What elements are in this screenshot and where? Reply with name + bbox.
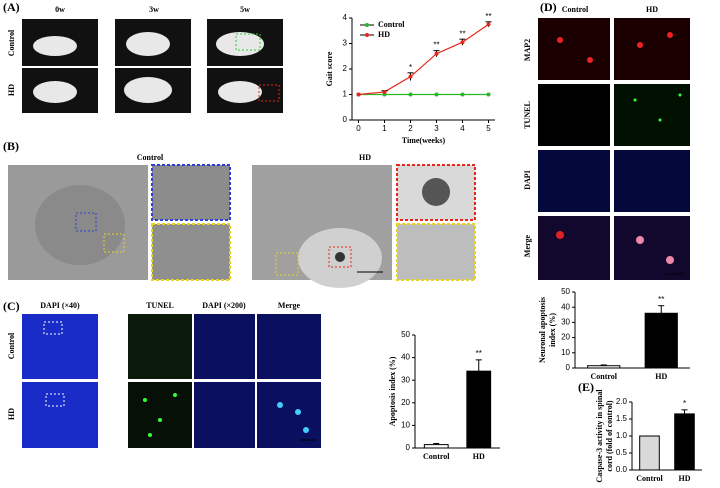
significance: **: [658, 295, 664, 304]
y-tick-label: 1: [343, 90, 348, 99]
y-tick-label: 50: [401, 330, 410, 339]
bar: [587, 365, 621, 369]
row-header: DAPI: [523, 170, 532, 190]
point: [382, 89, 387, 94]
column-header: Control: [137, 153, 164, 162]
y-tick-label: 50: [561, 287, 570, 296]
y-tick-label: 1.0: [616, 431, 628, 440]
point: [486, 92, 491, 97]
column-header: 5w: [240, 5, 250, 14]
column-header: 0w: [55, 5, 65, 14]
x-tick-label: 5: [486, 124, 491, 133]
y-tick-label: 4: [343, 13, 348, 22]
point: [408, 92, 413, 97]
y-axis-label: index (%): [548, 313, 557, 347]
y-axis-label: Caspase-3 activity in spinal: [595, 389, 604, 483]
point: [408, 74, 413, 79]
bar: [639, 435, 660, 471]
row-header: TUNEL: [523, 101, 532, 129]
y-tick-label: 0.5: [616, 448, 628, 457]
legend-label: Control: [378, 20, 405, 29]
column-header: Control: [562, 5, 589, 14]
significance: *: [409, 63, 412, 72]
x-tick-label: Control: [590, 372, 617, 381]
y-tick-label: 0: [343, 115, 348, 124]
row-header: HD: [7, 84, 16, 96]
legend-marker: [365, 33, 369, 37]
panel-label: (B): [3, 139, 19, 153]
em-images: [8, 164, 476, 288]
significance: **: [476, 349, 482, 358]
column-header: DAPI (×40): [40, 301, 80, 310]
y-tick-label: 2.0: [616, 397, 628, 406]
y-axis-label: Gait score: [325, 51, 334, 86]
x-axis-label: Time(weeks): [402, 136, 446, 145]
x-tick-label: 0: [356, 124, 361, 133]
significance: *: [683, 399, 686, 408]
y-tick-label: 1.5: [616, 414, 628, 423]
legend-marker: [365, 23, 369, 27]
y-tick-label: 40: [561, 302, 570, 311]
x-tick-label: 3: [434, 124, 439, 133]
row-header: Control: [7, 332, 16, 359]
significance: **: [485, 12, 491, 21]
row-header: MAP2: [523, 39, 532, 61]
x-tick-label: HD: [679, 474, 691, 483]
point: [486, 22, 491, 27]
point: [356, 92, 361, 97]
panel-label: (A): [3, 0, 20, 14]
row-header: Control: [7, 29, 16, 56]
x-tick-label: HD: [655, 372, 667, 381]
rat-photos: [22, 19, 283, 113]
x-tick-label: HD: [473, 452, 485, 461]
y-tick-label: 10: [561, 348, 570, 357]
y-tick-label: 0.0: [616, 465, 628, 474]
column-header: TUNEL: [146, 301, 174, 310]
significance: **: [459, 29, 465, 38]
point: [434, 51, 439, 56]
column-header: HD: [646, 5, 658, 14]
y-tick-label: 30: [561, 318, 570, 327]
x-tick-label: 2: [408, 124, 413, 133]
legend-label: HD: [378, 30, 390, 39]
point: [434, 92, 439, 97]
x-tick-label: Control: [423, 452, 450, 461]
y-tick-label: 0: [406, 443, 411, 452]
column-header: DAPI (×200): [202, 301, 246, 310]
bar: [674, 413, 695, 471]
fluorescence-images: [538, 18, 690, 280]
panel-label: (D): [540, 0, 557, 14]
point: [460, 92, 465, 97]
fluorescence-images: [22, 314, 321, 448]
significance: **: [433, 41, 439, 50]
y-axis-label: Apoptosis index (%): [388, 356, 397, 426]
y-tick-label: 40: [401, 353, 410, 362]
y-tick-label: 3: [343, 39, 348, 48]
row-header: HD: [7, 408, 16, 420]
bar: [466, 370, 492, 449]
bar: [423, 444, 449, 449]
series-line: [358, 23, 489, 96]
x-tick-label: 1: [382, 124, 387, 133]
column-header: Merge: [278, 301, 301, 310]
x-tick-label: Control: [636, 474, 663, 483]
y-tick-label: 20: [561, 333, 570, 342]
panel-label: (E): [578, 380, 594, 394]
y-tick-label: 30: [401, 375, 410, 384]
y-tick-label: 20: [401, 398, 410, 407]
y-tick-label: 10: [401, 421, 410, 430]
row-header: Merge: [523, 234, 532, 257]
y-tick-label: 2: [343, 64, 348, 73]
x-tick-label: 4: [460, 124, 465, 133]
y-tick-label: 0: [566, 363, 571, 372]
bar: [644, 312, 678, 369]
y-axis-label: Neuronal apoptosis: [538, 297, 547, 363]
y-axis-label: cord (fold of control): [605, 400, 614, 472]
panel-label: (C): [3, 299, 20, 313]
column-header: HD: [359, 153, 371, 162]
point: [460, 40, 465, 45]
column-header: 3w: [149, 5, 159, 14]
